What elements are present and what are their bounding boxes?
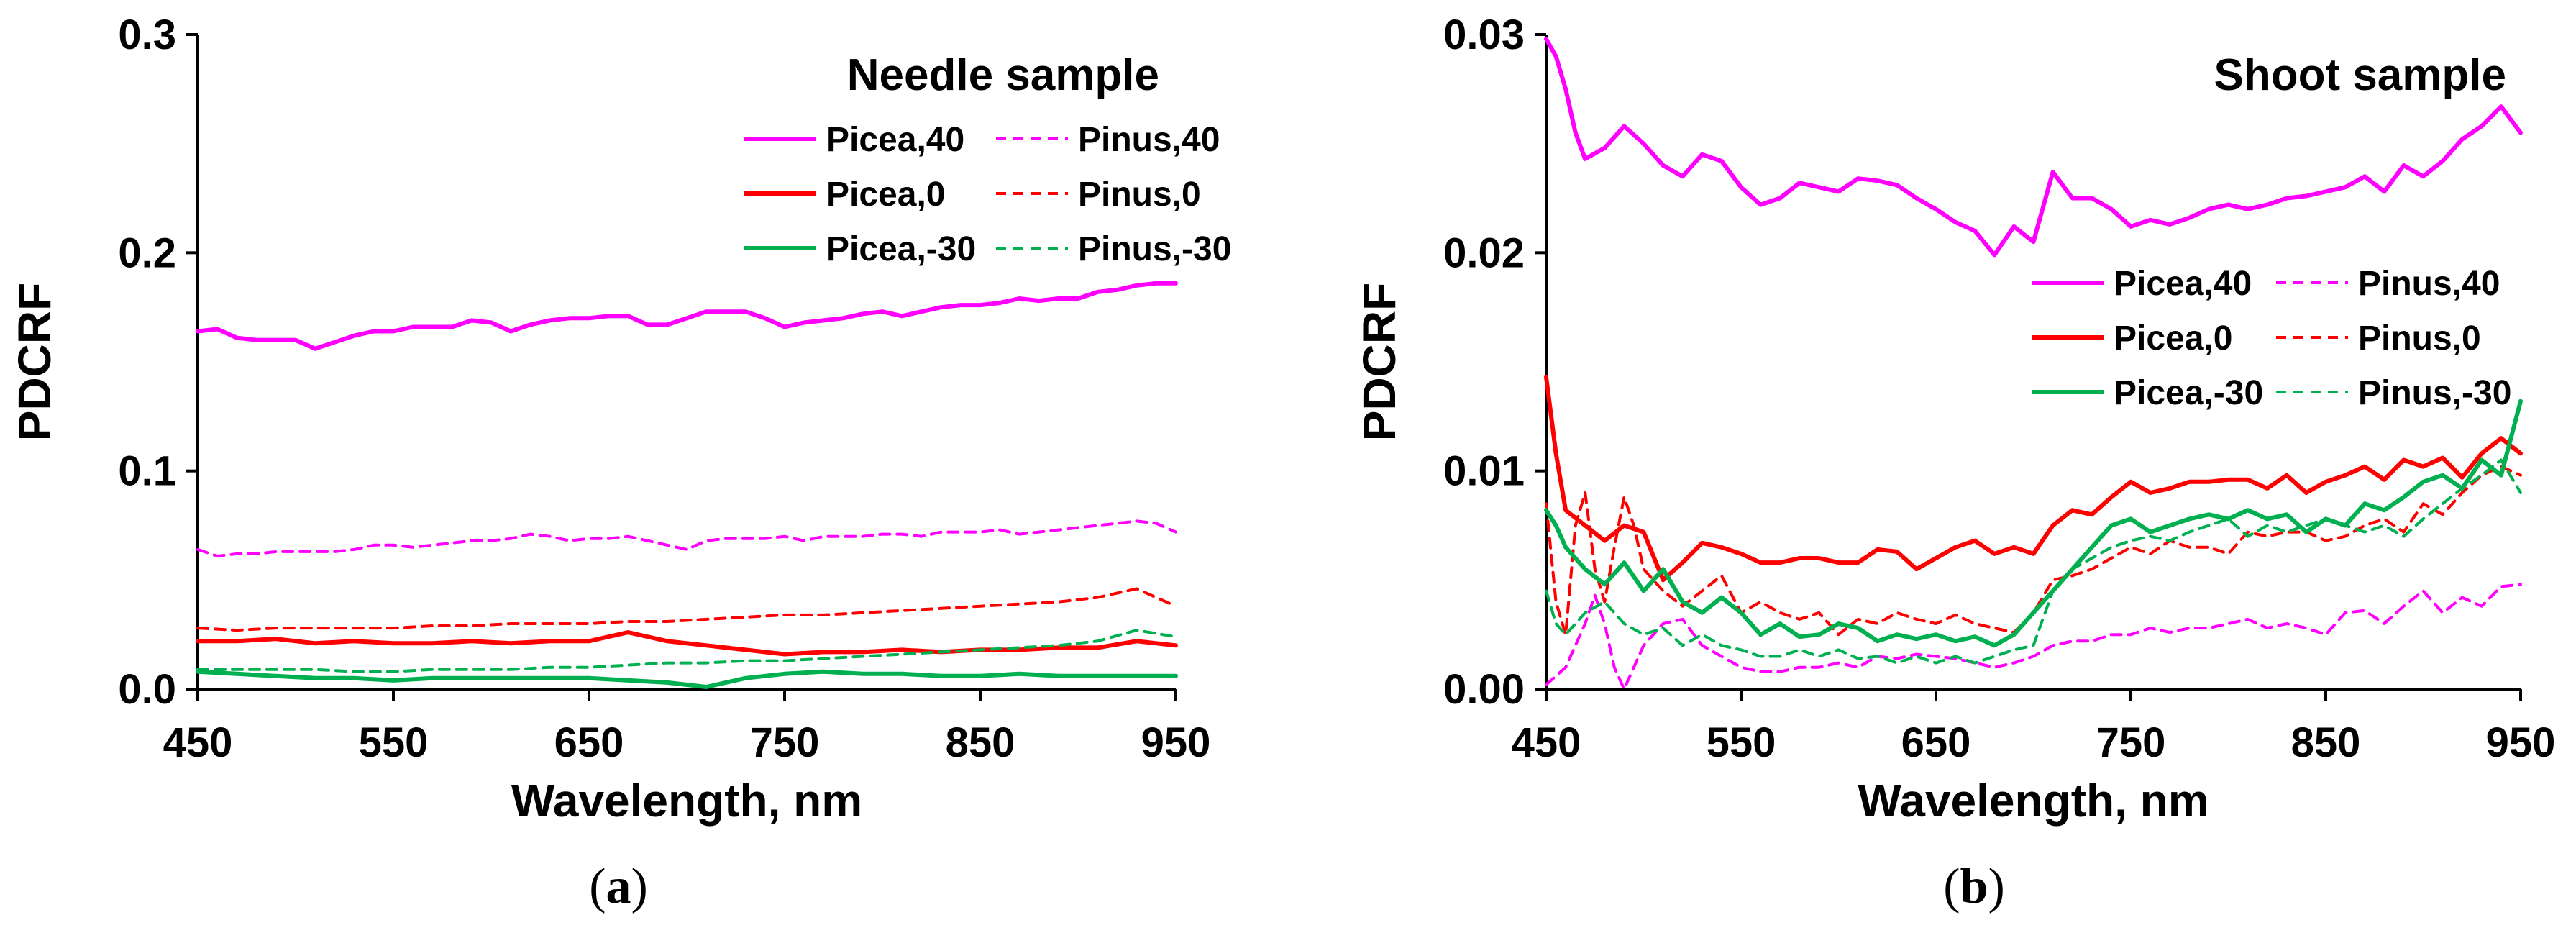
series-line: [196, 587, 1177, 632]
x-tick-label: 850: [2291, 719, 2361, 766]
x-tick-label: 850: [946, 719, 1015, 766]
series-line: [1544, 375, 2523, 583]
series-line: [196, 669, 1178, 689]
x-tick-label: 650: [1901, 719, 1971, 766]
y-tick-label: 0.02: [1443, 229, 1525, 276]
legend-label: Pinus,40: [2358, 265, 2500, 303]
legend-label: Pinus,-30: [2358, 374, 2511, 412]
series-line: [1544, 399, 2523, 648]
chart-panel-a: 0.0 0.1 0.2 0.3 450 550 650 750 850 950 Wavelength…: [9, 12, 1231, 914]
chart-title: Needle sample: [847, 50, 1159, 100]
x-tick-label: 450: [1512, 719, 1581, 766]
legend-label: Picea,-30: [2114, 374, 2263, 412]
caption-open-paren: (: [1943, 859, 1960, 914]
x-tick-label: 950: [2486, 719, 2556, 766]
legend: Picea,40 Pinus,40 Picea,0 Pinus,0 Picea,-30 P…: [2032, 265, 2511, 412]
caption-letter: b: [1960, 859, 1988, 914]
x-tick-label: 750: [750, 719, 820, 766]
series-line: [1545, 465, 2522, 637]
series-line: [1545, 583, 2522, 691]
x-tick-label: 450: [163, 719, 233, 766]
legend-label: Pinus,-30: [1078, 230, 1231, 268]
series-line: [196, 630, 1178, 657]
caption-open-paren: (: [589, 859, 606, 914]
y-axis-title: PDCRF: [1353, 283, 1405, 441]
legend-label: Pinus,0: [2358, 319, 2481, 358]
y-tick-label: 0.1: [118, 448, 176, 495]
panel-caption: (b): [1943, 859, 2005, 914]
y-tick-label: 0.0: [118, 666, 176, 713]
series-line: [196, 519, 1177, 557]
x-tick-label: 950: [1141, 719, 1211, 766]
y-tick-label: 0.03: [1443, 12, 1525, 58]
legend-label: Picea,0: [2114, 319, 2232, 358]
legend-label: Picea,-30: [826, 230, 976, 268]
y-tick-label: 0.00: [1443, 666, 1525, 713]
caption-close-paren: ): [631, 859, 648, 914]
chart-panel-b: 0.00 0.01 0.02 0.03 450 550 650 750 850 950 Wavele…: [1353, 12, 2555, 914]
y-tick-label: 0.3: [118, 12, 176, 58]
caption-letter: a: [606, 859, 631, 914]
panel-caption: (a): [589, 859, 648, 914]
x-tick-label: 650: [554, 719, 624, 766]
y-tick-label: 0.2: [118, 229, 176, 276]
legend-label: Pinus,40: [1078, 121, 1220, 159]
legend: Picea,40 Pinus,40 Picea,0 Pinus,0 Picea,-30 P…: [744, 121, 1231, 268]
x-tick-label: 750: [2096, 719, 2166, 766]
series-line: [196, 281, 1178, 351]
x-axis-title: Wavelength, nm: [1858, 775, 2209, 827]
legend-label: Picea,0: [826, 176, 945, 214]
series-line: [196, 629, 1177, 673]
legend-label: Picea,40: [2114, 265, 2252, 303]
chart-title: Shoot sample: [2214, 50, 2506, 100]
series-line: [1545, 458, 2522, 665]
x-tick-label: 550: [359, 719, 429, 766]
y-tick-label: 0.01: [1443, 448, 1525, 495]
legend-label: Pinus,0: [1078, 176, 1201, 214]
x-tick-label: 550: [1707, 719, 1776, 766]
series-line: [1544, 37, 2523, 258]
legend-label: Picea,40: [826, 121, 964, 159]
x-axis-title: Wavelength, nm: [511, 775, 862, 827]
y-axis-title: PDCRF: [9, 283, 60, 441]
caption-close-paren: ): [1988, 859, 2004, 914]
